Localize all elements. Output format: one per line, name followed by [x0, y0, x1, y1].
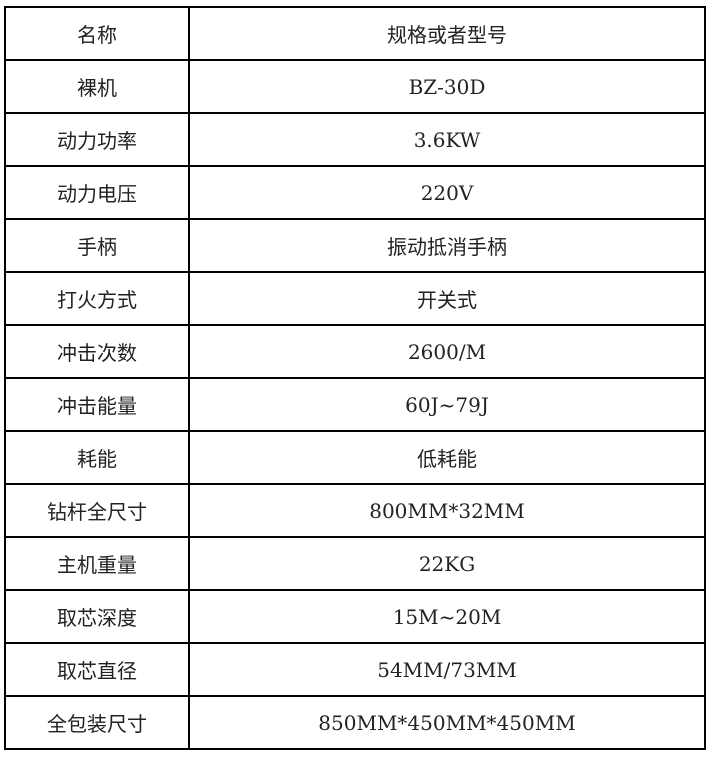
spec-table: 名称 规格或者型号 裸机 BZ-30D 动力功率 3.6KW 动力电压 220V 手柄 振动抵消手…: [4, 6, 706, 750]
table-row: 裸机 BZ-30D: [4, 59, 706, 114]
spec-value-cell: 规格或者型号: [188, 6, 706, 61]
spec-name-cell: 名称: [4, 6, 190, 61]
spec-value-cell: 60J~79J: [188, 377, 706, 432]
table-row: 主机重量 22KG: [4, 536, 706, 591]
table-row: 耗能 低耗能: [4, 430, 706, 485]
spec-value-cell: 2600/M: [188, 324, 706, 379]
spec-value-cell: 800MM*32MM: [188, 483, 706, 538]
table-row: 动力电压 220V: [4, 165, 706, 220]
spec-value-cell: 低耗能: [188, 430, 706, 485]
spec-name-cell: 全包装尺寸: [4, 695, 190, 750]
spec-name-cell: 动力电压: [4, 165, 190, 220]
spec-value-cell: 22KG: [188, 536, 706, 591]
spec-name-cell: 主机重量: [4, 536, 190, 591]
spec-name-cell: 耗能: [4, 430, 190, 485]
table-row: 取芯深度 15M~20M: [4, 589, 706, 644]
spec-name-cell: 取芯深度: [4, 589, 190, 644]
spec-value-cell: 850MM*450MM*450MM: [188, 695, 706, 750]
spec-name-cell: 取芯直径: [4, 642, 190, 697]
table-header-row: 名称 规格或者型号: [4, 6, 706, 61]
spec-value-cell: 振动抵消手柄: [188, 218, 706, 273]
table-row: 冲击能量 60J~79J: [4, 377, 706, 432]
spec-value-cell: 3.6KW: [188, 112, 706, 167]
table-row: 手柄 振动抵消手柄: [4, 218, 706, 273]
spec-value-cell: 54MM/73MM: [188, 642, 706, 697]
spec-value-cell: 15M~20M: [188, 589, 706, 644]
spec-name-cell: 冲击次数: [4, 324, 190, 379]
spec-name-cell: 钻杆全尺寸: [4, 483, 190, 538]
spec-name-cell: 冲击能量: [4, 377, 190, 432]
spec-name-cell: 手柄: [4, 218, 190, 273]
table-row: 冲击次数 2600/M: [4, 324, 706, 379]
table-row: 取芯直径 54MM/73MM: [4, 642, 706, 697]
table-row: 钻杆全尺寸 800MM*32MM: [4, 483, 706, 538]
table-row: 全包装尺寸 850MM*450MM*450MM: [4, 695, 706, 750]
spec-name-cell: 裸机: [4, 59, 190, 114]
spec-name-cell: 打火方式: [4, 271, 190, 326]
spec-value-cell: BZ-30D: [188, 59, 706, 114]
spec-value-cell: 开关式: [188, 271, 706, 326]
spec-name-cell: 动力功率: [4, 112, 190, 167]
table-row: 打火方式 开关式: [4, 271, 706, 326]
spec-value-cell: 220V: [188, 165, 706, 220]
table-row: 动力功率 3.6KW: [4, 112, 706, 167]
